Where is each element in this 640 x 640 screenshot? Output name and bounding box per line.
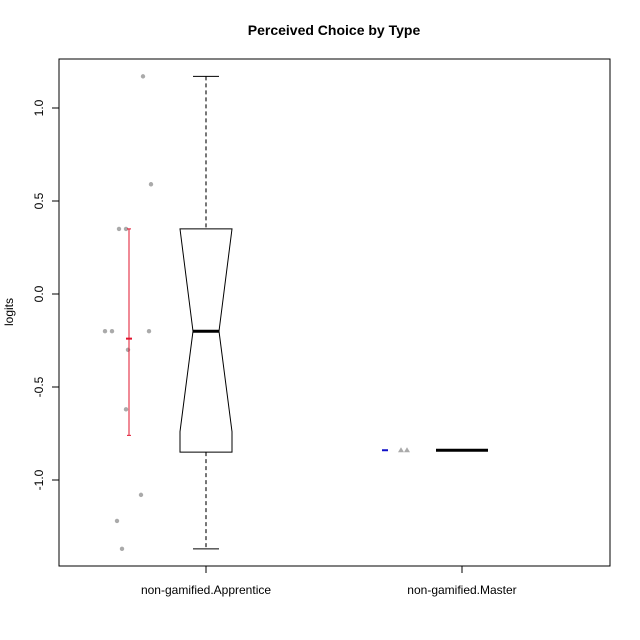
chart-title: Perceived Choice by Type [248,22,421,38]
boxes [179,75,488,550]
data-point [138,492,144,498]
data-point [109,329,115,334]
y-tick-label: -1.0 [32,469,46,490]
data-point [140,74,146,79]
x-axis: non-gamified.Apprentice non-gamified.Mast… [141,566,517,597]
x-tick-label: non-gamified.Master [407,583,516,597]
data-point [123,226,129,232]
data-points [102,74,410,552]
data-point [119,546,125,552]
plot-frame [58,58,611,567]
data-point [114,518,120,524]
mean-ci-markers [126,228,388,452]
data-point [148,182,154,187]
data-point [116,226,122,232]
data-point [146,329,152,334]
data-point [123,407,129,412]
y-tick-label: 0.0 [32,285,46,302]
data-point [398,447,404,453]
data-point [125,347,131,352]
y-axis: -1.0 -0.5 0.0 0.5 1.0 [32,99,59,490]
data-point [102,329,108,334]
box-body [179,228,233,453]
box-0 [179,75,233,550]
data-point [404,447,410,453]
y-axis-label: logits [2,298,16,326]
y-tick-label: 1.0 [32,99,46,116]
x-tick-label: non-gamified.Apprentice [141,583,271,597]
y-tick-label: -0.5 [32,376,46,397]
y-tick-label: 0.5 [32,192,46,209]
